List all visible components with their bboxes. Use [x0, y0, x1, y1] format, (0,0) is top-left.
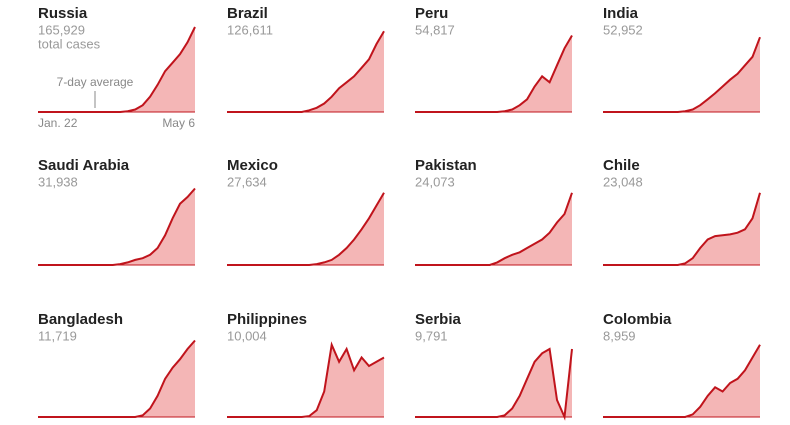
country-name: Bangladesh	[38, 311, 123, 328]
area	[603, 37, 760, 113]
area	[603, 192, 760, 265]
area	[38, 27, 195, 112]
total-cases: 9,791	[415, 328, 448, 343]
line	[38, 26, 196, 113]
line	[227, 341, 385, 418]
total-cases: 8,959	[603, 328, 636, 343]
country-name: Russia	[38, 5, 88, 22]
line	[603, 192, 761, 266]
total-cases: 54,817	[415, 22, 455, 37]
country-name: India	[603, 5, 639, 22]
line	[415, 34, 573, 113]
country-name: Mexico	[227, 157, 278, 174]
country-name: Peru	[415, 5, 448, 22]
country-name: Brazil	[227, 5, 268, 22]
area	[415, 349, 572, 417]
area	[227, 192, 384, 265]
line	[38, 339, 196, 418]
area	[227, 344, 384, 417]
total-cases: 52,952	[603, 22, 643, 37]
line	[415, 347, 573, 421]
x-start: Jan. 22	[38, 116, 78, 130]
area	[415, 35, 572, 112]
total-cases: 24,073	[415, 174, 455, 189]
line	[227, 192, 385, 266]
total-cases: 31,938	[38, 174, 78, 189]
x-end: May 6	[162, 116, 195, 130]
line	[227, 30, 385, 113]
area	[38, 340, 195, 417]
area	[38, 188, 195, 265]
area	[415, 192, 572, 265]
country-name: Chile	[603, 157, 640, 174]
total-note: total cases	[38, 36, 101, 51]
total-cases: 165,929	[38, 22, 85, 37]
line	[415, 192, 573, 266]
total-cases: 23,048	[603, 174, 643, 189]
country-name: Pakistan	[415, 157, 477, 174]
total-cases: 27,634	[227, 174, 267, 189]
area	[227, 31, 384, 112]
country-name: Serbia	[415, 311, 462, 328]
average-note: 7-day average	[57, 75, 134, 89]
country-name: Saudi Arabia	[38, 157, 130, 174]
total-cases: 11,719	[38, 328, 77, 343]
line	[603, 36, 761, 113]
total-cases: 126,611	[227, 22, 273, 37]
line	[603, 344, 761, 418]
total-cases: 10,004	[227, 328, 267, 343]
line	[38, 187, 196, 266]
country-name: Colombia	[603, 311, 672, 328]
area	[603, 344, 760, 417]
country-name: Philippines	[227, 311, 307, 328]
